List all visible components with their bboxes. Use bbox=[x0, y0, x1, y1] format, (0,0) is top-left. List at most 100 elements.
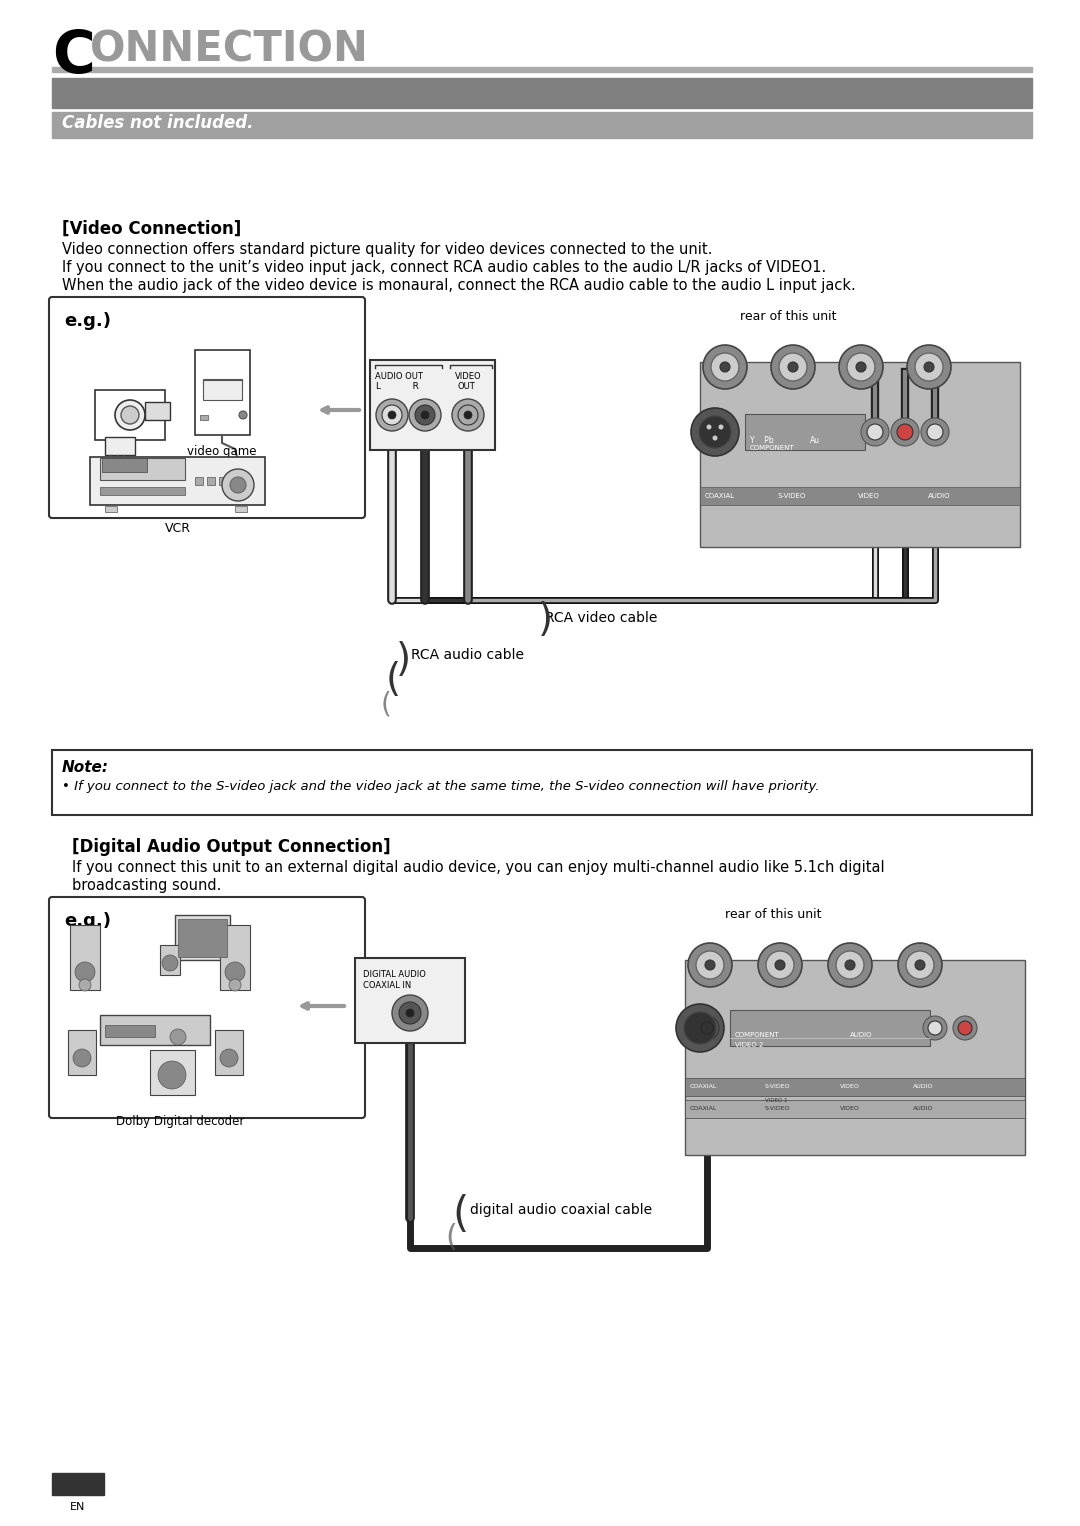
Circle shape bbox=[392, 995, 428, 1032]
Bar bbox=[68, 1030, 96, 1074]
Circle shape bbox=[703, 345, 747, 389]
Bar bbox=[100, 487, 185, 494]
Circle shape bbox=[924, 362, 934, 372]
Bar bbox=[52, 749, 1032, 815]
Bar bbox=[90, 456, 265, 505]
Text: When the audio jack of the video device is monaural, connect the RCA audio cable: When the audio jack of the video device … bbox=[62, 278, 855, 293]
Text: COAXIAL: COAXIAL bbox=[690, 1085, 717, 1090]
Circle shape bbox=[705, 960, 715, 971]
Circle shape bbox=[915, 353, 943, 382]
Bar bbox=[215, 1030, 243, 1074]
Text: RCA video cable: RCA video cable bbox=[545, 610, 658, 626]
Text: Au: Au bbox=[810, 436, 820, 446]
Circle shape bbox=[847, 353, 875, 382]
Bar bbox=[70, 925, 100, 990]
Text: COAXIAL IN: COAXIAL IN bbox=[363, 981, 411, 990]
Circle shape bbox=[409, 398, 441, 430]
Text: VIDEO: VIDEO bbox=[840, 1085, 860, 1090]
Text: (: ( bbox=[445, 1224, 457, 1253]
Bar bbox=[745, 414, 865, 450]
Text: • If you connect to the S-video jack and the video jack at the same time, the S-: • If you connect to the S-video jack and… bbox=[62, 780, 820, 794]
Text: camcorder: camcorder bbox=[98, 470, 162, 484]
Circle shape bbox=[915, 960, 924, 971]
Text: If you connect this unit to an external digital audio device, you can enjoy mult: If you connect this unit to an external … bbox=[72, 861, 885, 874]
Bar bbox=[207, 478, 215, 485]
Circle shape bbox=[239, 410, 247, 420]
Circle shape bbox=[953, 1016, 977, 1041]
Text: 12: 12 bbox=[67, 1483, 90, 1502]
Circle shape bbox=[907, 345, 951, 389]
Circle shape bbox=[399, 1003, 421, 1024]
Bar bbox=[160, 945, 180, 975]
Circle shape bbox=[415, 404, 435, 426]
Text: VIDEO 2: VIDEO 2 bbox=[735, 1042, 764, 1048]
Text: Please purchase the necessary cables at your local store.: Please purchase the necessary cables at … bbox=[62, 143, 484, 159]
Text: AUDIO OUT: AUDIO OUT bbox=[375, 372, 423, 382]
Circle shape bbox=[464, 410, 472, 420]
Bar bbox=[145, 401, 170, 420]
Circle shape bbox=[73, 1048, 91, 1067]
Circle shape bbox=[691, 407, 739, 456]
Circle shape bbox=[458, 404, 478, 426]
Text: [Video Connection]: [Video Connection] bbox=[62, 220, 241, 238]
Bar bbox=[52, 67, 1032, 72]
Text: AUDIO: AUDIO bbox=[913, 1085, 933, 1090]
Bar bbox=[52, 1473, 104, 1495]
Circle shape bbox=[906, 951, 934, 980]
Circle shape bbox=[706, 424, 712, 429]
Circle shape bbox=[225, 961, 245, 983]
Bar bbox=[219, 478, 227, 485]
Text: Video connection offers standard picture quality for video devices connected to : Video connection offers standard picture… bbox=[62, 243, 713, 256]
Bar bbox=[700, 487, 1020, 505]
Text: ): ) bbox=[396, 641, 411, 679]
Text: ): ) bbox=[538, 601, 553, 639]
Text: VIDEO 1: VIDEO 1 bbox=[765, 1099, 787, 1103]
Bar bbox=[105, 1025, 156, 1038]
Bar bbox=[203, 378, 242, 385]
Text: video game: video game bbox=[187, 446, 257, 458]
Circle shape bbox=[453, 398, 484, 430]
Circle shape bbox=[713, 435, 717, 441]
Text: (: ( bbox=[453, 1193, 469, 1236]
Circle shape bbox=[927, 424, 943, 439]
Bar bbox=[700, 362, 1020, 546]
Bar bbox=[235, 507, 247, 513]
Circle shape bbox=[828, 943, 872, 987]
Text: COMPONENT: COMPONENT bbox=[750, 446, 795, 452]
Text: Dolby Digital decoder: Dolby Digital decoder bbox=[116, 1116, 244, 1128]
Text: If you connect to the unit’s video input jack, connect RCA audio cables to the a: If you connect to the unit’s video input… bbox=[62, 259, 826, 275]
Bar bbox=[95, 391, 165, 439]
Text: rear of this unit: rear of this unit bbox=[740, 310, 837, 324]
FancyBboxPatch shape bbox=[49, 298, 365, 517]
Text: [Digital Audio Output Connection]: [Digital Audio Output Connection] bbox=[72, 838, 391, 856]
Text: RCA audio cable: RCA audio cable bbox=[411, 649, 524, 662]
Circle shape bbox=[701, 1022, 713, 1035]
Ellipse shape bbox=[121, 406, 139, 424]
Circle shape bbox=[688, 943, 732, 987]
Text: e.g.): e.g.) bbox=[64, 913, 111, 929]
Text: L           R: L R bbox=[376, 382, 419, 391]
Circle shape bbox=[766, 951, 794, 980]
Circle shape bbox=[779, 353, 807, 382]
Text: AUDIO: AUDIO bbox=[928, 493, 950, 499]
Text: COMPONENT: COMPONENT bbox=[735, 1032, 780, 1038]
Text: AUDIO: AUDIO bbox=[913, 1106, 933, 1111]
Circle shape bbox=[867, 424, 883, 439]
Bar bbox=[220, 925, 249, 990]
Text: digital audio coaxial cable: digital audio coaxial cable bbox=[470, 1202, 652, 1218]
Bar bbox=[100, 1015, 210, 1045]
Circle shape bbox=[684, 1012, 716, 1044]
Circle shape bbox=[788, 362, 798, 372]
Circle shape bbox=[696, 951, 724, 980]
Ellipse shape bbox=[114, 400, 145, 430]
Bar bbox=[52, 111, 1032, 137]
Circle shape bbox=[891, 418, 919, 446]
Circle shape bbox=[406, 1009, 414, 1016]
Bar bbox=[200, 415, 208, 420]
Text: COAXIAL: COAXIAL bbox=[690, 1106, 717, 1111]
Bar bbox=[52, 78, 1032, 108]
Circle shape bbox=[376, 398, 408, 430]
Bar bbox=[685, 960, 1025, 1155]
Bar bbox=[195, 478, 203, 485]
Bar bbox=[370, 360, 495, 450]
